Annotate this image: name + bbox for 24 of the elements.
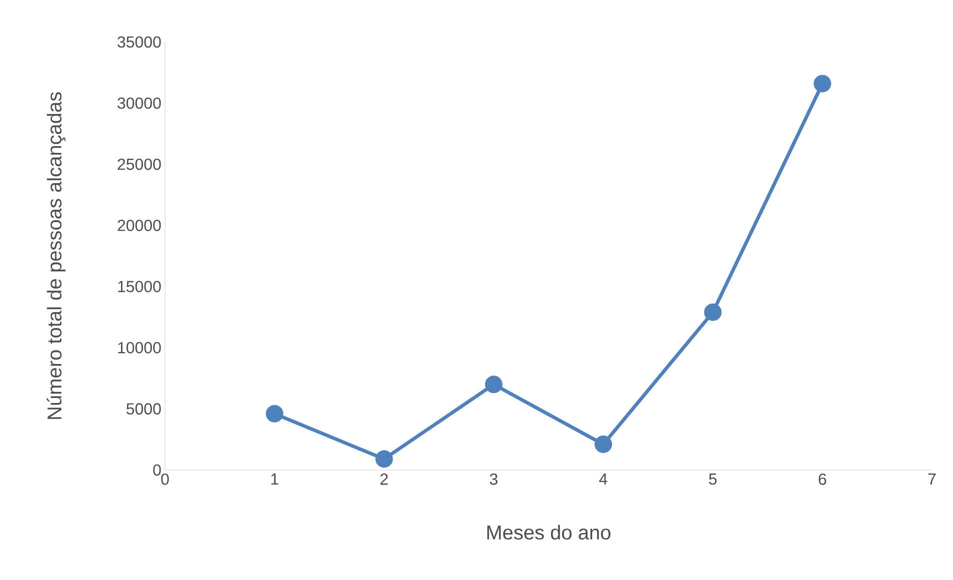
point [814, 74, 832, 92]
x-tick-label: 3 [490, 474, 498, 485]
point [266, 404, 284, 422]
y-tick-label: 15000 [118, 280, 161, 292]
x-tick-label: 1 [271, 474, 278, 485]
x-tick-label: 4 [599, 474, 608, 485]
point [484, 376, 502, 394]
y-tick-label: 25000 [118, 158, 161, 170]
y-axis-title: Número total de pessoas alcançadas [46, 92, 66, 419]
point [375, 450, 393, 468]
y-tick-label: 35000 [118, 36, 161, 48]
x-tick-label: 5 [709, 474, 717, 485]
y-tick-label: 5000 [126, 403, 161, 415]
y-tick-label: 10000 [118, 342, 161, 354]
y-tick-label: 20000 [118, 220, 161, 232]
point [704, 303, 722, 321]
x-tick-label: 0 [161, 474, 169, 485]
point [594, 436, 612, 454]
y-tick-label: 30000 [118, 97, 161, 109]
x-tick-label: 2 [380, 474, 388, 485]
y-tick-label: 0 [153, 464, 161, 476]
x-tick-label: 7 [928, 474, 936, 485]
x-axis-title: Meses do ano [487, 524, 610, 540]
x-tick-label: 6 [818, 474, 826, 485]
